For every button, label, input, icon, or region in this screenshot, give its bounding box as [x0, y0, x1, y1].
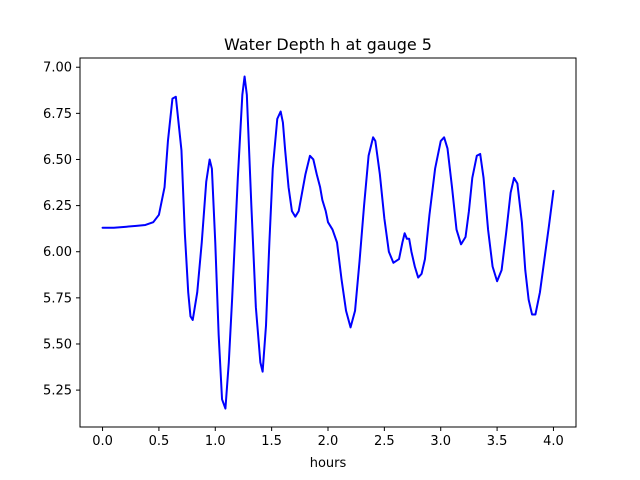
y-tick-label: 7.00: [43, 61, 72, 76]
y-tick-label: 5.75: [43, 291, 72, 306]
x-tick-label: 3.0: [430, 434, 451, 449]
y-tick-label: 5.25: [43, 384, 72, 399]
y-tick-label: 6.25: [43, 199, 72, 214]
x-tick-label: 2.5: [374, 434, 395, 449]
x-tick-label: 0.0: [92, 434, 113, 449]
y-tick-label: 6.75: [43, 107, 72, 122]
y-tick-label: 6.50: [43, 153, 72, 168]
x-tick-label: 1.5: [261, 434, 282, 449]
y-tick-label: 5.50: [43, 337, 72, 352]
x-tick-label: 1.0: [205, 434, 226, 449]
x-tick-label: 0.5: [149, 434, 170, 449]
plot-area: 0.0 0.5 1.0 1.5 2.0 2.5 3.0 3.5 4.0 5.25 5.50 5.75 6…: [43, 57, 577, 449]
x-tick-label: 4.0: [543, 434, 564, 449]
series-line-0: [101, 75, 555, 410]
x-tick-label: 3.5: [487, 434, 508, 449]
chart-title: Water Depth h at gauge 5: [224, 35, 432, 54]
y-tick-label: 6.00: [43, 245, 72, 260]
x-tick-label: 2.0: [318, 434, 339, 449]
x-axis-label: hours: [310, 456, 347, 471]
